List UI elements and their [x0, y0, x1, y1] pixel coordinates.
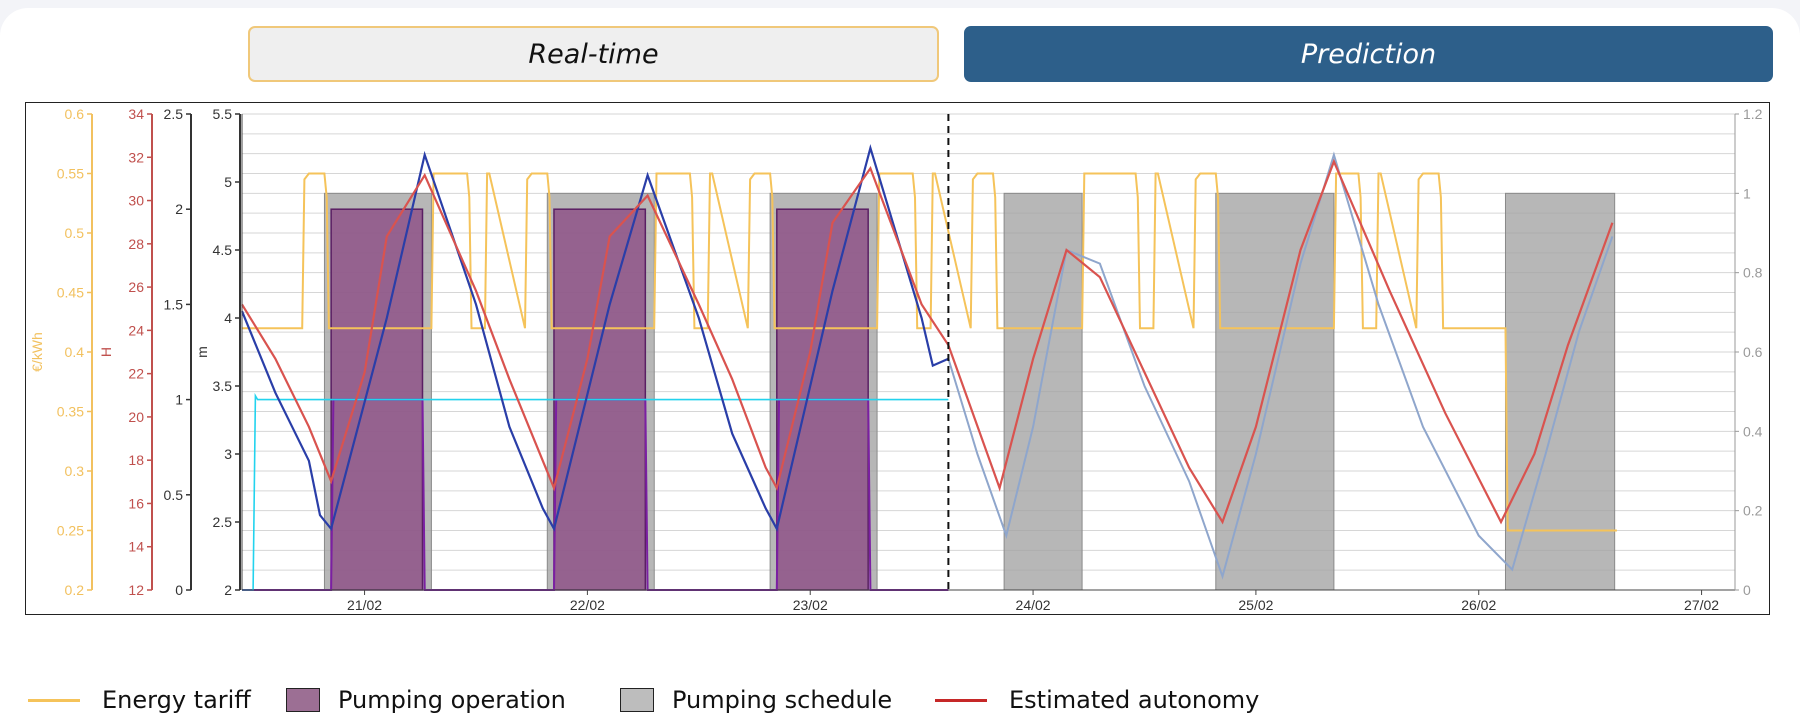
autonomy-line	[241, 158, 1614, 525]
autonomy-tick-label: 22	[128, 366, 144, 382]
legend-autonomy-label: Estimated autonomy	[1009, 686, 1260, 714]
flow-tick-label: 0.5	[164, 487, 184, 503]
level-tick-label: 4.5	[213, 242, 233, 258]
x-tick-label: 21/02	[347, 597, 382, 613]
flow-tick-label: 0	[175, 582, 183, 598]
legend-tariff-label: Energy tariff	[102, 686, 251, 714]
right-tick-label: 0.4	[1743, 423, 1763, 439]
flow-tick-label: 2	[175, 201, 183, 217]
autonomy-tick-label: 16	[128, 495, 144, 511]
autonomy-tick-label: 30	[128, 193, 144, 209]
x-tick-label: 23/02	[793, 597, 828, 613]
pumping-schedule-bar	[1215, 192, 1335, 591]
flow-tick-label: 1	[175, 392, 183, 408]
legend-pumping-operation-swatch	[286, 688, 320, 712]
pumping-chart: 21/02 22/02 23/02 24/02 25/02 26/02 27/02 0.2 0.…	[29, 106, 1763, 613]
x-tick-label: 27/02	[1684, 597, 1719, 613]
tab-prediction-label: Prediction	[1300, 38, 1437, 70]
legend-item-tariff: Energy tariff	[28, 686, 251, 714]
legend-item-pumping-schedule: Pumping schedule	[620, 686, 892, 714]
autonomy-tick-label: 34	[128, 106, 144, 122]
level-tick-label: 3.5	[213, 378, 233, 394]
x-tick-label: 24/02	[1016, 597, 1051, 613]
legend-tariff-line	[28, 698, 80, 702]
tariff-tick-label: 0.5	[65, 225, 85, 241]
tariff-tick-label: 0.25	[57, 523, 84, 539]
tariff-axis-label: €/kWh	[29, 332, 45, 372]
right-tick-label: 0.2	[1743, 503, 1763, 519]
level-tick-label: 2.5	[213, 514, 233, 530]
tab-prediction[interactable]: Prediction	[964, 26, 1773, 82]
flow-tick-label: 1.5	[164, 296, 184, 312]
tariff-tick-label: 0.6	[65, 106, 85, 122]
autonomy-tick-label: 24	[128, 322, 144, 338]
right-tick-label: 0.8	[1743, 265, 1763, 281]
tariff-tick-label: 0.4	[65, 344, 85, 360]
tariff-tick-label: 0.35	[57, 404, 84, 420]
level-tick-label: 2	[224, 582, 232, 598]
right-tick-label: 1	[1743, 185, 1751, 201]
level-axis-label: m	[194, 346, 210, 358]
legend-item-pumping-operation: Pumping operation	[286, 686, 566, 714]
autonomy-tick-label: 12	[128, 582, 144, 598]
x-tick-label: 25/02	[1238, 597, 1273, 613]
right-tick-label: 1.2	[1743, 106, 1763, 122]
right-tick-label: 0	[1743, 582, 1751, 598]
x-tick-label: 22/02	[570, 597, 605, 613]
tariff-tick-label: 0.3	[65, 463, 85, 479]
flow-tick-label: 2.5	[164, 106, 184, 122]
autonomy-tick-label: 26	[128, 279, 144, 295]
level-tick-label: 5.5	[213, 106, 233, 122]
level-tick-label: 5	[224, 174, 232, 190]
legend-pumping-schedule-swatch	[620, 688, 654, 712]
autonomy-tick-label: 14	[128, 539, 144, 555]
pumping-schedule-bar	[1003, 192, 1083, 591]
chart-legend: Energy tariff Pumping operation Pumping …	[0, 680, 1800, 720]
grid-lines	[242, 113, 1735, 591]
legend-autonomy-line	[935, 698, 987, 702]
x-tick-label: 26/02	[1461, 597, 1496, 613]
tab-realtime[interactable]: Real-time	[248, 26, 939, 82]
level-tick-label: 3	[224, 446, 232, 462]
tariff-tick-label: 0.2	[65, 582, 85, 598]
tariff-tick-label: 0.45	[57, 285, 84, 301]
level-prediction-line	[947, 151, 1614, 580]
autonomy-axis-label: H	[98, 347, 114, 357]
tab-realtime-label: Real-time	[528, 38, 659, 70]
autonomy-tick-label: 20	[128, 409, 144, 425]
legend-pumping-operation-label: Pumping operation	[338, 686, 566, 714]
pumping-schedule-bar	[1504, 192, 1616, 591]
legend-item-autonomy: Estimated autonomy	[935, 686, 1259, 714]
autonomy-tick-label: 32	[128, 149, 144, 165]
autonomy-tick-label: 28	[128, 236, 144, 252]
level-tick-label: 4	[224, 310, 232, 326]
chart-frame	[25, 102, 1770, 615]
tariff-tick-label: 0.55	[57, 166, 84, 182]
autonomy-tick-label: 18	[128, 452, 144, 468]
level-realtime-line	[240, 143, 949, 532]
legend-pumping-schedule-label: Pumping schedule	[672, 686, 893, 714]
right-tick-label: 0.6	[1743, 344, 1763, 360]
